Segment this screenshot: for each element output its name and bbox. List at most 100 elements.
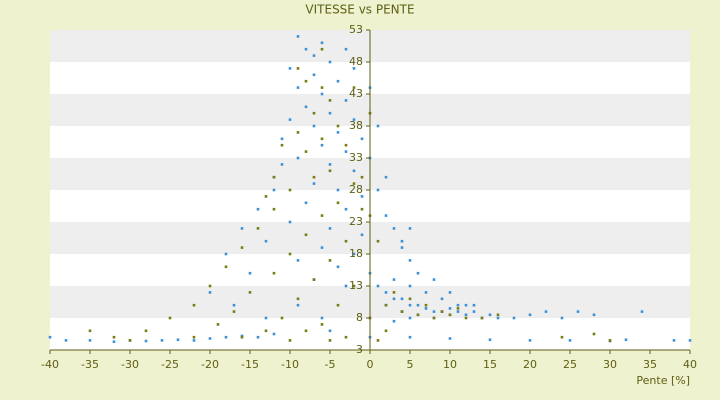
scatter-point xyxy=(344,239,348,243)
scatter-point xyxy=(240,335,244,339)
scatter-point xyxy=(352,284,356,288)
scatter-point xyxy=(400,239,404,243)
x-tick-label: 0 xyxy=(367,358,374,371)
scatter-point xyxy=(424,307,428,310)
x-tick-label: 10 xyxy=(443,358,457,371)
scatter-point xyxy=(352,118,356,121)
scatter-point xyxy=(312,111,316,115)
scatter-point xyxy=(264,316,268,320)
scatter-point xyxy=(144,339,148,343)
scatter-point xyxy=(264,195,268,198)
scatter-point xyxy=(528,339,532,342)
x-tick-label: -30 xyxy=(121,358,139,371)
scatter-point xyxy=(312,182,316,185)
scatter-point xyxy=(464,316,468,320)
scatter-point xyxy=(576,310,580,313)
scatter-point xyxy=(608,339,612,342)
scatter-point xyxy=(352,169,356,173)
scatter-point xyxy=(280,316,284,320)
scatter-point xyxy=(472,310,476,313)
scatter-point xyxy=(488,313,492,317)
x-tick-label: 25 xyxy=(563,358,577,371)
scatter-point xyxy=(360,175,364,179)
scatter-point xyxy=(352,86,356,89)
scatter-point xyxy=(640,310,644,313)
scatter-point xyxy=(208,337,212,340)
scatter-point xyxy=(336,201,340,205)
scatter-point xyxy=(216,323,220,326)
scatter-point xyxy=(304,105,308,109)
chart-title: VITESSE vs PENTE xyxy=(305,3,414,17)
scatter-point xyxy=(344,335,348,339)
x-tick-label: -15 xyxy=(241,358,259,371)
scatter-point xyxy=(144,329,148,333)
y-tick-label: 18 xyxy=(349,247,363,260)
scatter-point xyxy=(288,252,292,256)
scatter-point xyxy=(296,297,300,301)
scatter-point xyxy=(376,284,380,288)
y-tick-label: 33 xyxy=(349,151,363,164)
scatter-point xyxy=(264,329,268,333)
scatter-point xyxy=(360,207,364,211)
scatter-point xyxy=(240,227,244,230)
scatter-point xyxy=(312,54,316,57)
scatter-point xyxy=(496,313,500,317)
scatter-point xyxy=(224,252,228,256)
scatter-point xyxy=(296,131,300,134)
scatter-point xyxy=(328,227,332,230)
y-tick-label: 43 xyxy=(349,87,363,100)
scatter-point xyxy=(344,99,348,102)
x-tick-label: 15 xyxy=(483,358,497,371)
scatter-point xyxy=(296,35,300,38)
scatter-point xyxy=(480,316,484,320)
x-tick-label: -5 xyxy=(325,358,336,371)
scatter-point xyxy=(88,339,92,342)
scatter-point xyxy=(416,271,420,275)
scatter-point xyxy=(328,329,332,333)
scatter-point xyxy=(336,265,340,269)
scatter-point xyxy=(176,338,180,342)
scatter-point xyxy=(464,313,468,317)
scatter-point xyxy=(304,79,308,83)
scatter-point xyxy=(232,310,236,313)
scatter-point xyxy=(328,259,332,262)
scatter-point xyxy=(112,335,116,339)
scatter-point xyxy=(320,137,324,141)
scatter-point xyxy=(344,150,348,153)
scatter-point xyxy=(88,329,92,333)
scatter-point xyxy=(688,339,692,342)
scatter-point xyxy=(312,278,316,281)
scatter-point xyxy=(672,339,676,342)
x-tick-label: -35 xyxy=(81,358,99,371)
scatter-point xyxy=(288,220,292,224)
scatter-point xyxy=(272,207,276,211)
scatter-point xyxy=(456,307,460,310)
scatter-point xyxy=(440,297,444,301)
scatter-point xyxy=(312,124,316,128)
scatter-point xyxy=(344,207,348,211)
scatter-point xyxy=(392,278,396,281)
scatter-point xyxy=(112,340,116,343)
scatter-point xyxy=(248,291,252,294)
scatter-point xyxy=(360,195,364,198)
scatter-point xyxy=(256,335,260,339)
x-tick-label: 30 xyxy=(603,358,617,371)
scatter-point xyxy=(432,310,436,313)
scatter-point xyxy=(448,307,452,310)
scatter-point xyxy=(208,291,212,294)
scatter-point xyxy=(416,303,420,307)
scatter-point xyxy=(288,339,292,342)
scatter-point xyxy=(408,227,412,230)
y-tick-label: 23 xyxy=(349,215,363,228)
scatter-point xyxy=(312,175,316,179)
scatter-point xyxy=(560,335,564,339)
scatter-point xyxy=(496,316,500,320)
scatter-point xyxy=(592,313,596,317)
scatter-point xyxy=(400,297,404,301)
scatter-point xyxy=(320,47,324,51)
scatter-point xyxy=(328,163,332,166)
scatter-point xyxy=(304,329,308,333)
y-tick-label: 53 xyxy=(349,23,363,36)
